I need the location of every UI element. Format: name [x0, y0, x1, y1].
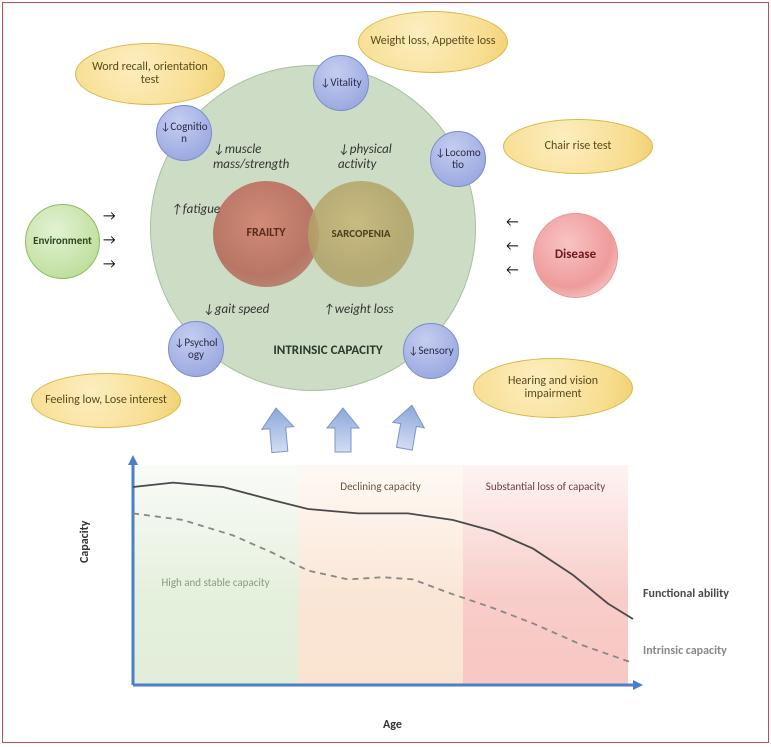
series-label-functional: Functional ability — [643, 587, 729, 601]
disease-arrow-2: ← — [506, 265, 519, 275]
blue-sensory: ↓Sensory — [403, 323, 459, 379]
annot-weight: ↑weight loss — [323, 303, 423, 318]
environment-circle: Environment — [25, 204, 100, 279]
annot-gait: ↓gait speed — [203, 303, 293, 318]
blue-cognition: ↓Cognition — [156, 105, 212, 161]
disease-arrow-0: ← — [506, 217, 519, 227]
yellow-word-recall: Word recall, orientation test — [75, 43, 225, 105]
chart-zone-zone2 — [298, 465, 463, 685]
disease-arrow-1: ← — [506, 241, 519, 251]
x-axis-label: Age — [383, 718, 402, 732]
up-arrow-2 — [384, 400, 432, 456]
annot-physical: ↓physical activity — [338, 143, 428, 173]
sarcopenia-label: SARCOPENIA — [331, 228, 390, 240]
up-arrow-1 — [323, 406, 363, 456]
annot-muscle: ↓muscle mass/strength — [213, 143, 323, 173]
blue-vitality: ↓Vitality — [313, 55, 369, 111]
up-arrow-0 — [256, 404, 300, 457]
zone-text-zone1: High and stable capacity — [161, 576, 269, 589]
env-arrow-0: → — [103, 211, 116, 221]
chart-zone-zone1 — [133, 465, 298, 685]
blue-locomotion: ↓Locomotio — [430, 131, 486, 187]
env-arrow-2: → — [103, 259, 116, 269]
capacity-chart: High and stable capacity Declining capaci… — [93, 455, 753, 725]
disease-circle: Disease — [533, 213, 618, 298]
series-label-intrinsic: Intrinsic capacity — [643, 644, 727, 658]
zone-text-zone2: Declining capacity — [340, 480, 420, 493]
annot-fatigue: ↑fatigue — [171, 203, 251, 218]
diagram-frame: FRAILTY SARCOPENIA INTRINSIC CAPACITY En… — [2, 2, 769, 743]
frailty-circle: FRAILTY — [213, 181, 319, 287]
zone-text-zone3: Substantial loss of capacity — [486, 480, 605, 493]
yellow-hearing-vision: Hearing and vision impairment — [473, 358, 633, 418]
y-axis-arrow — [128, 455, 138, 465]
yellow-chair-rise: Chair rise test — [503, 119, 653, 174]
x-axis-arrow — [633, 680, 643, 690]
sarcopenia-circle: SARCOPENIA — [308, 181, 414, 287]
env-arrow-1: → — [103, 235, 116, 245]
yellow-weight-loss: Weight loss, Appetite loss — [358, 11, 508, 73]
frailty-label: FRAILTY — [246, 227, 285, 240]
blue-psychology: ↓Psychology — [168, 321, 224, 377]
disease-label: Disease — [555, 248, 596, 262]
intrinsic-capacity-title: INTRINSIC CAPACITY — [258, 343, 398, 358]
y-axis-label: Capacity — [78, 521, 92, 563]
yellow-feeling-low: Feeling low, Lose interest — [31, 373, 181, 428]
environment-label: Environment — [33, 235, 92, 247]
